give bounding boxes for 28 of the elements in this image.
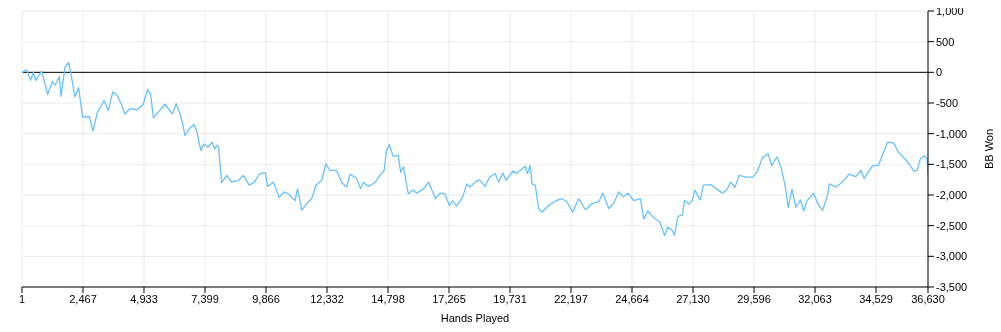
x-tick-label: 2,467 <box>69 292 97 305</box>
x-tick-label: 34,529 <box>859 292 893 305</box>
x-axis-title: Hands Played <box>440 312 510 324</box>
x-tick-label: 9,866 <box>252 292 280 305</box>
x-tick-label: 22,197 <box>554 292 588 305</box>
y-tick-label: -2,000 <box>936 188 968 201</box>
x-tick-label: 17,265 <box>432 292 466 305</box>
x-tick-label: 7,399 <box>191 292 219 305</box>
y-tick-label: -2,500 <box>936 219 968 232</box>
x-tick-label: 1 <box>18 292 26 305</box>
x-tick-label: 14,798 <box>371 292 405 305</box>
x-tick-label: 4,933 <box>130 292 158 305</box>
y-tick-label: -500 <box>936 96 959 109</box>
y-tick-label: -1,500 <box>936 158 968 171</box>
y-tick-label: 0 <box>936 66 943 79</box>
y-tick-label: 1,000 <box>936 4 964 17</box>
x-tick-label: 32,063 <box>798 292 832 305</box>
y-tick-label: 500 <box>936 35 955 48</box>
x-tick-label: 24,664 <box>615 292 649 305</box>
y-tick-label: -3,000 <box>936 250 968 263</box>
x-tick-label: 27,130 <box>676 292 710 305</box>
x-tick-label: 29,596 <box>737 292 771 305</box>
x-tick-label: 36,630 <box>911 292 945 305</box>
x-tick-label: 19,731 <box>493 292 527 305</box>
y-tick-label: -3,500 <box>936 280 968 293</box>
x-tick-label: 12,332 <box>310 292 344 305</box>
y-axis-title: BB Won <box>982 128 995 170</box>
y-tick-label: -1,000 <box>936 127 968 140</box>
